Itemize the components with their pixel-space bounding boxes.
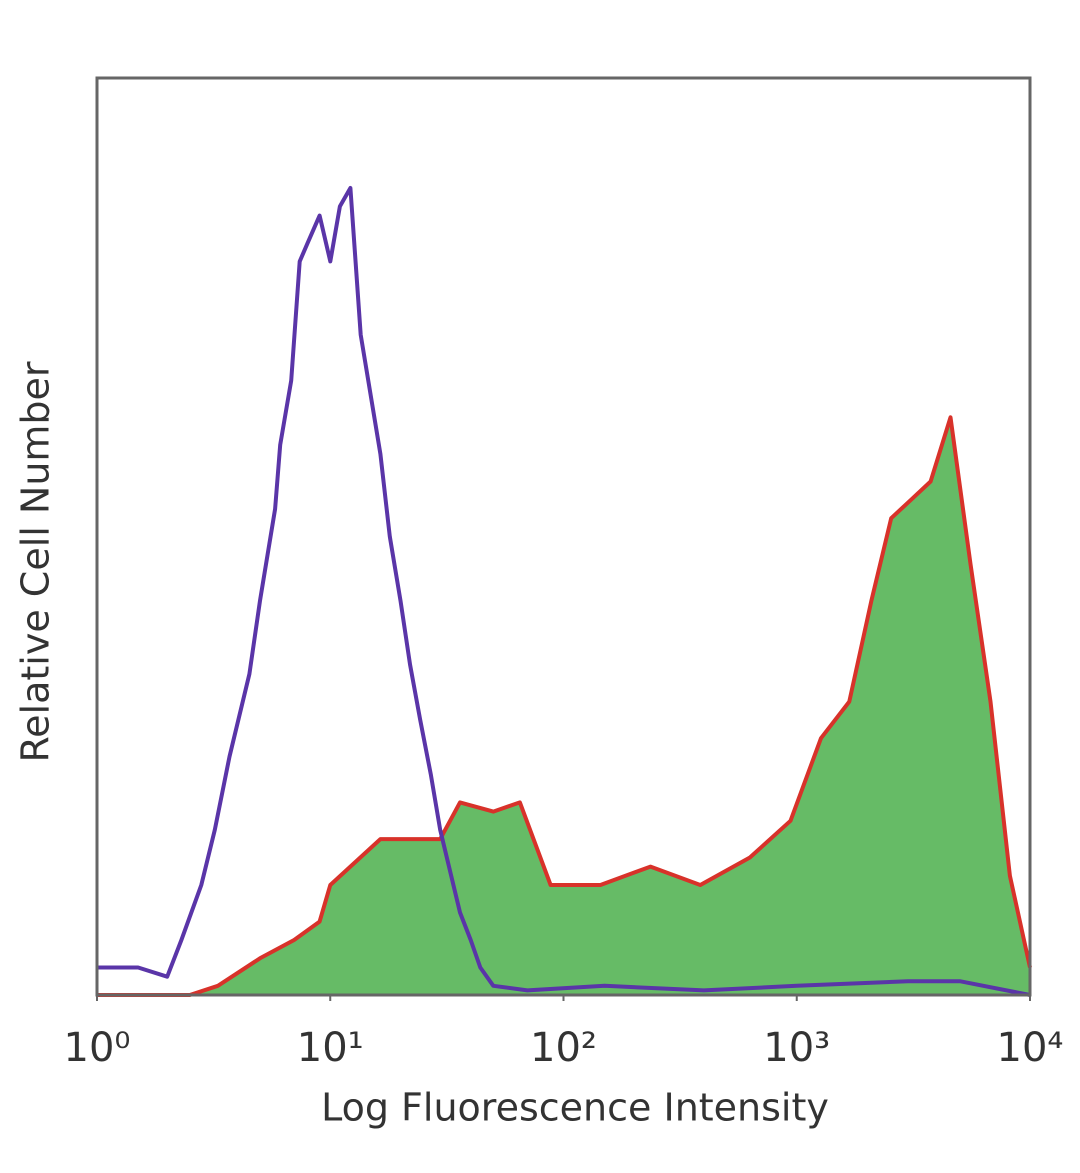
x-tick-label: 10² (530, 1025, 597, 1071)
x-tick-label: 10¹ (297, 1025, 364, 1071)
x-tick-label: 10³ (763, 1025, 830, 1071)
histogram-line (97, 415, 1032, 997)
x-tick-label: 10⁴ (997, 1025, 1064, 1071)
x-tick-label: 10⁰ (64, 1025, 131, 1071)
histogram-line (97, 186, 1031, 997)
x-axis-label: Log Fluorescence Intensity (321, 1086, 829, 1130)
histogram-fill (97, 417, 1030, 995)
y-axis-label: Relative Cell Number (14, 361, 58, 762)
